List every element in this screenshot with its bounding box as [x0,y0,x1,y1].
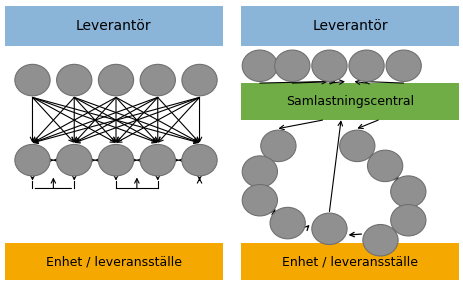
Ellipse shape [242,156,277,187]
Ellipse shape [140,64,175,96]
FancyBboxPatch shape [241,83,458,120]
Ellipse shape [390,176,425,207]
Ellipse shape [367,150,402,182]
Ellipse shape [181,144,217,176]
Text: Leverantör: Leverantör [76,19,151,33]
FancyBboxPatch shape [241,6,458,46]
Ellipse shape [242,184,277,216]
Ellipse shape [348,50,383,82]
FancyBboxPatch shape [5,6,222,46]
Ellipse shape [140,144,175,176]
Ellipse shape [56,144,92,176]
Text: Leverantör: Leverantör [312,19,387,33]
FancyBboxPatch shape [241,243,458,280]
Ellipse shape [385,50,420,82]
Ellipse shape [242,50,277,82]
Ellipse shape [311,50,346,82]
Ellipse shape [56,64,92,96]
Ellipse shape [339,130,374,162]
Text: Enhet / leveransställe: Enhet / leveransställe [282,255,418,268]
Text: Enhet / leveransställe: Enhet / leveransställe [45,255,181,268]
Ellipse shape [181,64,217,96]
Ellipse shape [98,144,133,176]
Ellipse shape [311,213,346,245]
Ellipse shape [274,50,309,82]
Ellipse shape [15,144,50,176]
Ellipse shape [362,225,397,256]
Ellipse shape [98,64,133,96]
FancyBboxPatch shape [5,243,222,280]
Ellipse shape [269,207,305,239]
Ellipse shape [15,64,50,96]
Text: Samlastningscentral: Samlastningscentral [286,95,413,108]
Ellipse shape [260,130,295,162]
Ellipse shape [390,204,425,236]
